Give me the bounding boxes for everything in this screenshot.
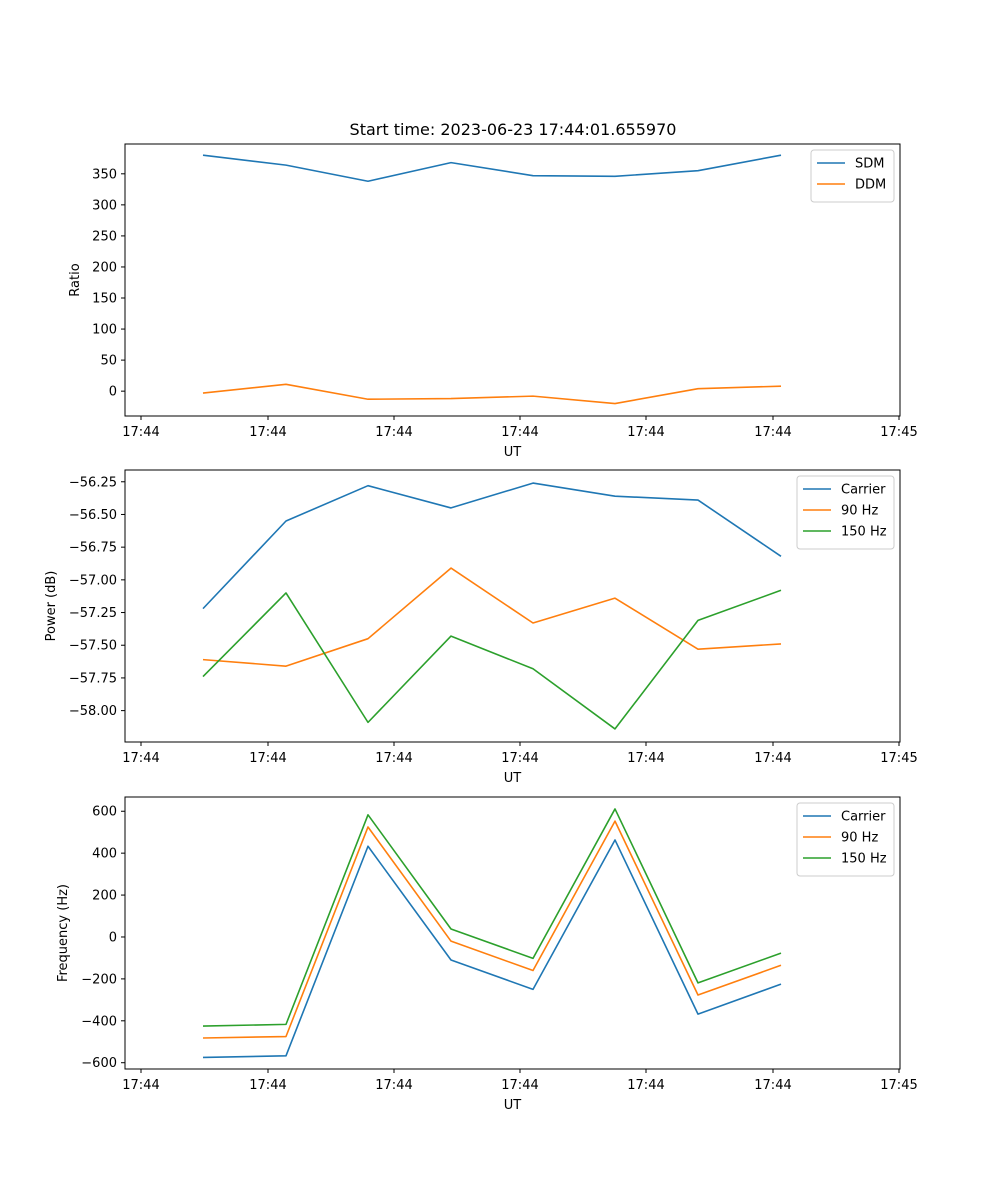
series-line-ddm <box>202 383 782 405</box>
y-tick-label: 400 <box>92 847 117 862</box>
series-line-90-hz <box>202 820 782 1039</box>
plot-frame <box>124 796 901 1070</box>
x-tick-label: 17:45 <box>880 1078 917 1093</box>
y-tick-label: 250 <box>92 229 117 244</box>
legend-label: 90 Hz <box>841 504 878 519</box>
legend-label: Carrier <box>841 483 886 498</box>
legend-label: 150 Hz <box>841 525 887 540</box>
panel-1: 17:44 17:44 17:44 17:44 17:44 17:44 17:45 UT 0 50… <box>68 143 918 460</box>
y-tick-label: 50 <box>100 354 117 369</box>
y-tick-label: 0 <box>109 930 117 945</box>
y-tick-label: 350 <box>92 167 117 182</box>
series-line-sdm <box>202 154 782 183</box>
legend-label: SDM <box>855 157 884 172</box>
y-tick-label: −56.75 <box>69 541 117 556</box>
x-tick-label: 17:44 <box>501 751 538 766</box>
y-tick-label: −57.50 <box>69 639 117 654</box>
y-tick-label: 200 <box>92 260 117 275</box>
series-line-carrier <box>202 482 782 610</box>
legend: Carrier 90 Hz 150 Hz <box>796 475 895 550</box>
y-tick-label: 150 <box>92 292 117 307</box>
y-tick-label: −400 <box>81 1014 117 1029</box>
x-tick-label: 17:44 <box>249 1078 286 1093</box>
y-tick-label: −200 <box>81 972 117 987</box>
x-axis-label: UT <box>504 445 522 460</box>
x-tick-label: 17:44 <box>122 425 159 440</box>
y-tick-label: −56.25 <box>69 475 117 490</box>
y-axis-label: Power (dB) <box>44 571 59 642</box>
legend-label: Carrier <box>841 810 886 825</box>
x-tick-label: 17:44 <box>122 1078 159 1093</box>
plot-frame <box>124 469 901 743</box>
x-tick-label: 17:44 <box>249 425 286 440</box>
x-tick-label: 17:44 <box>754 425 791 440</box>
x-tick-label: 17:44 <box>754 751 791 766</box>
panel-3: 17:44 17:44 17:44 17:44 17:44 17:44 17:45 UT −60… <box>56 796 918 1113</box>
x-tick-label: 17:44 <box>375 1078 412 1093</box>
y-tick-label: −57.75 <box>69 671 117 686</box>
x-tick-label: 17:45 <box>880 425 917 440</box>
y-tick-label: 600 <box>92 805 117 820</box>
panel-2: 17:44 17:44 17:44 17:44 17:44 17:44 17:45 UT −58… <box>44 469 918 786</box>
x-tick-label: 17:44 <box>501 1078 538 1093</box>
series-line-150-hz <box>202 589 782 730</box>
y-axis-label: Ratio <box>68 263 83 296</box>
y-tick-label: 300 <box>92 198 117 213</box>
legend: SDM DDM <box>810 149 895 203</box>
x-axis-label: UT <box>504 771 522 786</box>
series-line-90-hz <box>202 567 782 667</box>
x-tick-label: 17:44 <box>627 1078 664 1093</box>
x-tick-label: 17:44 <box>122 751 159 766</box>
x-tick-label: 17:44 <box>501 425 538 440</box>
y-tick-label: 200 <box>92 889 117 904</box>
x-tick-label: 17:44 <box>627 751 664 766</box>
x-tick-label: 17:44 <box>627 425 664 440</box>
x-tick-label: 17:44 <box>249 751 286 766</box>
y-tick-label: 100 <box>92 323 117 338</box>
y-tick-label: −57.25 <box>69 606 117 621</box>
legend-label: 90 Hz <box>841 831 878 846</box>
legend-label: DDM <box>855 178 886 193</box>
y-tick-label: −57.00 <box>69 573 117 588</box>
series-line-150-hz <box>202 808 782 1027</box>
series-line-carrier <box>202 839 782 1059</box>
y-axis-label: Frequency (Hz) <box>56 884 71 982</box>
chart-title: Start time: 2023-06-23 17:44:01.655970 <box>350 120 677 139</box>
y-tick-label: −600 <box>81 1056 117 1071</box>
x-tick-label: 17:44 <box>754 1078 791 1093</box>
x-tick-label: 17:44 <box>375 425 412 440</box>
y-tick-label: −56.50 <box>69 508 117 523</box>
legend: Carrier 90 Hz 150 Hz <box>796 802 895 877</box>
x-tick-label: 17:44 <box>375 751 412 766</box>
legend-label: 150 Hz <box>841 852 887 867</box>
x-axis-label: UT <box>504 1098 522 1113</box>
y-tick-label: −58.00 <box>69 704 117 719</box>
x-tick-label: 17:45 <box>880 751 917 766</box>
plot-frame <box>124 143 901 417</box>
y-tick-label: 0 <box>109 385 117 400</box>
